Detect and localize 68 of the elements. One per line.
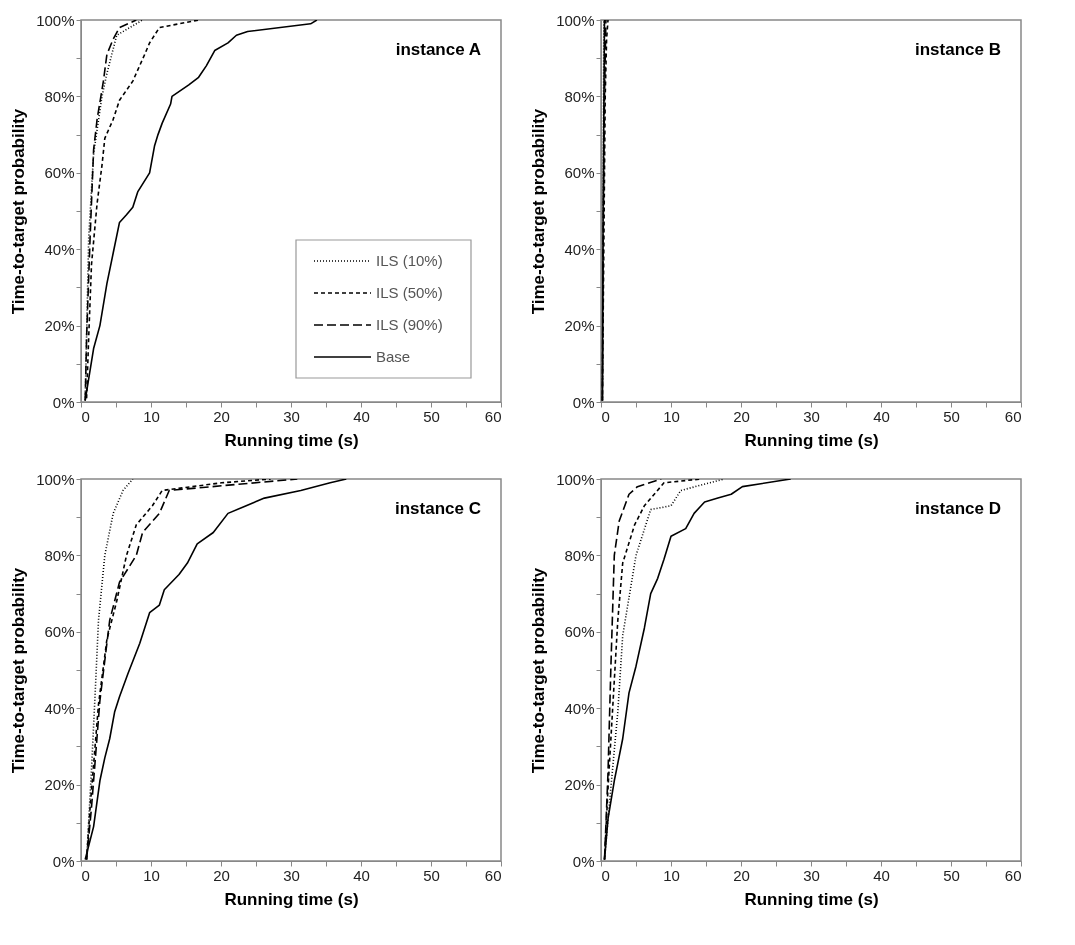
x-tick-label: 20 bbox=[213, 407, 230, 425]
x-axis-title: Running time (s) bbox=[224, 889, 359, 909]
x-tick-label: 0 bbox=[81, 407, 90, 425]
x-tick-label: 20 bbox=[733, 866, 750, 884]
y-tick-label: 100% bbox=[556, 470, 595, 488]
x-tick-label: 0 bbox=[601, 866, 610, 884]
legend-label: ILS (10%) bbox=[376, 252, 443, 269]
y-axis-title: Time-to-target probability bbox=[9, 567, 29, 774]
y-tick-label: 60% bbox=[44, 623, 75, 641]
text: instance D bbox=[915, 499, 1001, 518]
text: instance A bbox=[395, 40, 481, 59]
x-tick-label: 0 bbox=[81, 866, 90, 884]
x-tick-label: 30 bbox=[803, 866, 820, 884]
y-tick-label: 100% bbox=[36, 11, 75, 29]
y-tick-label: 40% bbox=[44, 240, 75, 258]
y-tick-label: 0% bbox=[52, 852, 75, 870]
y-tick-label: 80% bbox=[564, 87, 595, 105]
y-tick-label: 60% bbox=[564, 164, 595, 182]
x-tick-label: 40 bbox=[353, 407, 370, 425]
x-tick-label: 20 bbox=[213, 866, 230, 884]
x-tick-label: 60 bbox=[1004, 866, 1022, 884]
y-tick-label: 100% bbox=[556, 11, 595, 29]
text: instance C bbox=[395, 499, 481, 518]
x-axis-title: Running time (s) bbox=[744, 889, 879, 909]
y-tick-label: 60% bbox=[44, 164, 75, 182]
y-tick-label: 20% bbox=[564, 317, 595, 335]
y-tick-label: 0% bbox=[572, 393, 595, 411]
y-tick-label: 20% bbox=[564, 776, 595, 794]
x-axis-title: Running time (s) bbox=[224, 430, 359, 450]
x-tick-label: 50 bbox=[943, 866, 960, 884]
y-axis-title: Time-to-target probability bbox=[529, 567, 549, 774]
y-tick-label: 20% bbox=[44, 317, 75, 335]
y-tick-label: 40% bbox=[44, 699, 75, 717]
y-tick-label: 80% bbox=[44, 87, 75, 105]
y-tick-label: 80% bbox=[564, 546, 595, 564]
x-tick-label: 10 bbox=[143, 407, 160, 425]
x-tick-label: 60 bbox=[484, 407, 502, 425]
x-tick-label: 40 bbox=[873, 866, 890, 884]
x-tick-label: 10 bbox=[663, 866, 680, 884]
x-tick-label: 0 bbox=[601, 407, 610, 425]
y-tick-label: 60% bbox=[564, 623, 595, 641]
x-tick-label: 30 bbox=[803, 407, 820, 425]
y-tick-label: 0% bbox=[572, 852, 595, 870]
x-tick-label: 20 bbox=[733, 407, 750, 425]
y-axis-title: Time-to-target probability bbox=[9, 108, 29, 315]
x-tick-label: 10 bbox=[143, 866, 160, 884]
legend-label: Base bbox=[376, 348, 411, 365]
y-axis-title: Time-to-target probability bbox=[529, 108, 549, 315]
x-tick-label: 60 bbox=[1004, 407, 1022, 425]
y-tick-label: 20% bbox=[44, 776, 75, 794]
y-tick-label: 40% bbox=[564, 240, 595, 258]
text: instance B bbox=[915, 40, 1001, 59]
x-axis-title: Running time (s) bbox=[744, 430, 879, 450]
y-tick-label: 80% bbox=[44, 546, 75, 564]
y-tick-label: 40% bbox=[564, 699, 595, 717]
x-tick-label: 30 bbox=[283, 866, 300, 884]
legend-label: ILS (90%) bbox=[376, 316, 443, 333]
x-tick-label: 50 bbox=[943, 407, 960, 425]
x-tick-label: 40 bbox=[353, 866, 370, 884]
x-tick-label: 50 bbox=[423, 407, 440, 425]
x-tick-label: 30 bbox=[283, 407, 300, 425]
x-tick-label: 60 bbox=[484, 866, 502, 884]
y-tick-label: 100% bbox=[36, 470, 75, 488]
legend-label: ILS (50%) bbox=[376, 284, 443, 301]
x-tick-label: 40 bbox=[873, 407, 890, 425]
y-tick-label: 0% bbox=[52, 393, 75, 411]
x-tick-label: 10 bbox=[663, 407, 680, 425]
x-tick-label: 50 bbox=[423, 866, 440, 884]
